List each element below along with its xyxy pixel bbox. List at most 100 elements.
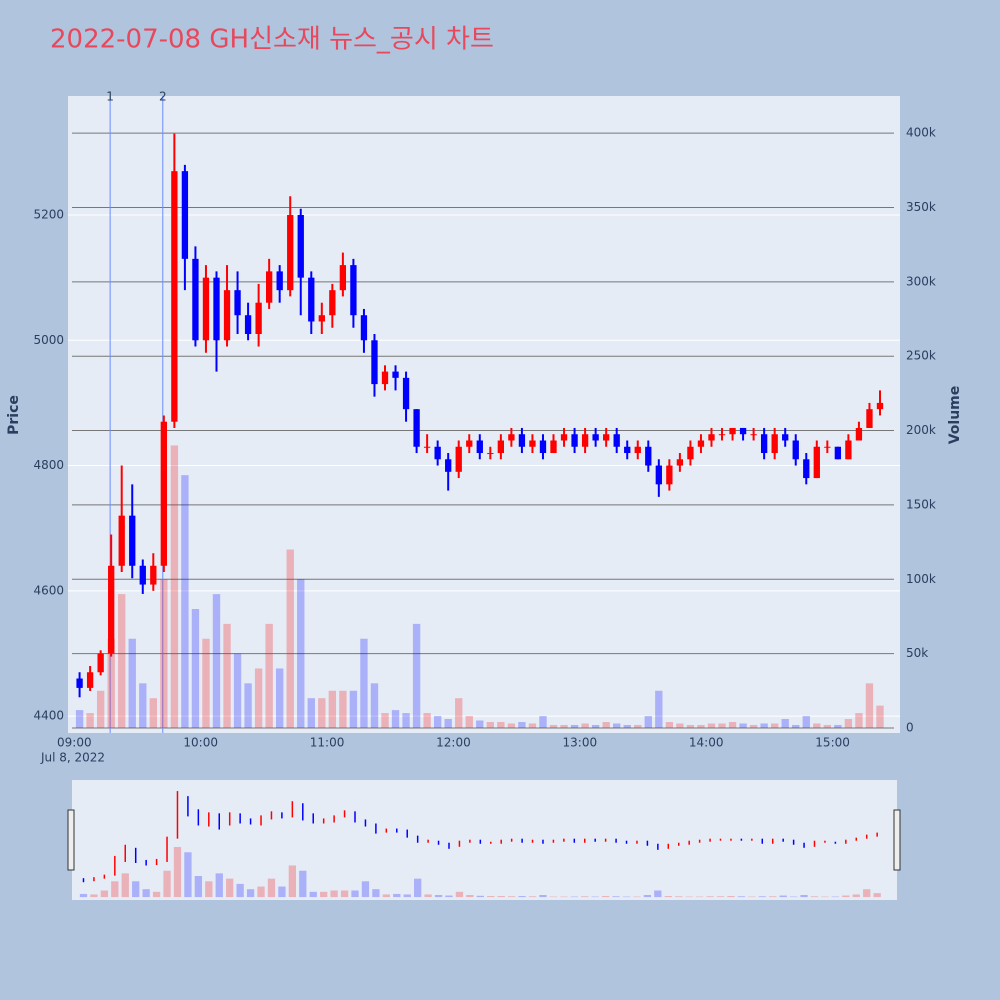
slider-volume-bar <box>466 894 474 898</box>
slider-volume-bar <box>414 878 422 898</box>
candle-body <box>539 440 547 454</box>
candle-body <box>845 440 852 460</box>
volume-bar <box>718 723 726 728</box>
volume-bar <box>865 683 874 728</box>
volume-bar <box>591 724 600 728</box>
volume-bar <box>728 721 737 728</box>
slider-volume-bar <box>528 896 537 898</box>
slider-volume-bar <box>675 896 683 898</box>
slider-volume-bar <box>382 894 390 898</box>
x-tick-label: 13:00 <box>563 736 598 750</box>
candle-body <box>360 315 368 341</box>
candle-body <box>423 446 431 448</box>
slider-volume-bar <box>257 886 265 898</box>
candle-body <box>876 402 884 410</box>
slider-volume-bar <box>205 881 213 898</box>
candle-body <box>150 565 157 585</box>
candle-body <box>834 446 842 460</box>
slider-volume-bar <box>246 889 255 898</box>
candle-body <box>729 427 736 435</box>
candle-body <box>750 434 757 436</box>
volume-bar <box>613 723 621 728</box>
candle-body <box>824 446 831 448</box>
volume-bar <box>644 716 652 728</box>
annotation-label: 2 <box>159 90 167 104</box>
volume-bar <box>760 723 768 728</box>
volume-bar <box>623 724 631 728</box>
slider-volume-bar <box>727 896 735 898</box>
volume-bar <box>455 698 463 728</box>
slider-volume-bar <box>695 896 704 898</box>
slider-volume-bar <box>351 890 359 898</box>
slider-volume-bar <box>716 896 725 898</box>
slider-volume-bar <box>142 889 150 898</box>
slider-volume-bar <box>111 881 119 898</box>
y-tick-label: 4400 <box>33 709 64 723</box>
volume-bar <box>739 723 747 728</box>
y-tick-label: 4600 <box>33 583 64 597</box>
annotation-label: 1 <box>106 90 114 104</box>
volume-bar <box>223 623 231 728</box>
volume-bar <box>391 710 400 728</box>
slider-volume-bar <box>706 896 714 898</box>
volume-bar <box>128 638 136 728</box>
slider-volume-bar <box>497 896 505 898</box>
slider-volume-bar <box>789 896 798 898</box>
candle-body <box>297 215 304 278</box>
y2-tick-label: 150k <box>906 497 936 511</box>
slider-volume-bar <box>601 896 610 898</box>
candle-body <box>792 440 799 460</box>
slider-handle[interactable] <box>67 809 75 871</box>
candle-body <box>613 434 620 447</box>
volume-bar <box>486 721 495 728</box>
candle-body <box>350 265 357 316</box>
slider-volume-bar <box>842 895 850 898</box>
y2-tick-label: 100k <box>906 572 936 586</box>
y2-tick-label: 0 <box>906 720 914 734</box>
volume-bar <box>381 713 389 728</box>
candle-body <box>560 434 568 441</box>
slider-volume-bar <box>330 890 338 898</box>
slider-volume-bar <box>152 891 161 898</box>
candle-body <box>402 377 410 410</box>
volume-bar <box>497 721 505 728</box>
slider-volume-bar <box>393 893 401 898</box>
slider-volume-bar <box>539 894 547 898</box>
volume-bar <box>402 713 410 728</box>
x-tick-label: 12:00 <box>436 736 471 750</box>
slider-volume-bar <box>800 894 808 898</box>
slider-handle[interactable] <box>893 809 901 871</box>
slider-volume-bar <box>320 891 328 898</box>
volume-bar <box>107 638 115 728</box>
volume-bar <box>433 716 442 728</box>
volume-bar <box>370 683 379 728</box>
candle-body <box>371 340 378 385</box>
volume-bar <box>676 723 684 728</box>
candle-body <box>223 290 231 341</box>
candle-body <box>234 290 241 316</box>
slider-volume-bar <box>549 896 558 898</box>
candle-body <box>381 371 389 385</box>
candle-body <box>244 315 252 335</box>
volume-bar <box>307 698 315 728</box>
candle-body <box>276 271 283 291</box>
slider-volume-bar <box>194 876 203 898</box>
slider-volume-bar <box>570 896 578 898</box>
volume-bar <box>749 724 758 728</box>
volume-bar <box>423 713 431 728</box>
candle-body <box>129 515 136 566</box>
candle-body <box>487 453 494 455</box>
y2-axis-title: Volume <box>947 386 963 445</box>
range-slider[interactable] <box>72 780 897 900</box>
x-date-label: Jul 8, 2022 <box>40 751 105 765</box>
volume-bar <box>602 721 610 728</box>
candle-body <box>287 215 294 291</box>
slider-volume-bar <box>79 893 88 898</box>
candle-body <box>550 440 557 454</box>
volume-bar <box>855 713 863 728</box>
slider-volume-bar <box>779 895 787 898</box>
volume-bar <box>876 705 884 728</box>
slider-volume-bar <box>810 896 819 898</box>
candle-body <box>108 565 115 654</box>
x-tick-label: 15:00 <box>815 736 850 750</box>
